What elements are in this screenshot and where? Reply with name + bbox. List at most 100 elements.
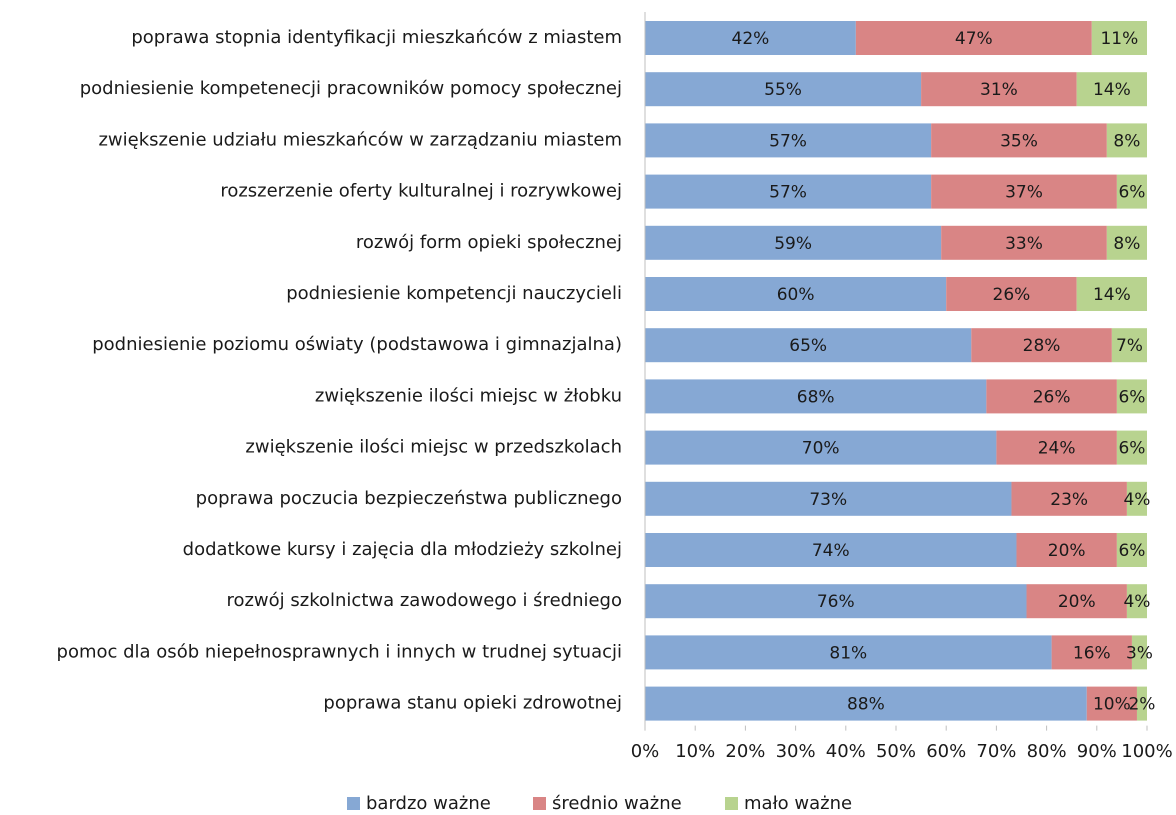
category-label: poprawa stanu opieki zdrowotnej bbox=[323, 693, 622, 714]
bar-segment bbox=[645, 379, 987, 414]
category-label: rozszerzenie oferty kulturalnej i rozryw… bbox=[220, 181, 622, 202]
bar-segment bbox=[645, 584, 1027, 619]
bar-segment bbox=[986, 379, 1117, 414]
value-label: 6% bbox=[1118, 439, 1145, 459]
bar-segment bbox=[1131, 635, 1147, 670]
value-label: 26% bbox=[1033, 387, 1071, 407]
bar-segment bbox=[1116, 430, 1147, 465]
value-label: 60% bbox=[777, 285, 815, 305]
value-label: 55% bbox=[764, 80, 802, 100]
bar-segment bbox=[645, 481, 1012, 516]
value-label: 10% bbox=[1093, 695, 1131, 715]
value-label: 31% bbox=[980, 80, 1018, 100]
bar-segment bbox=[645, 686, 1087, 721]
bar-segment bbox=[1116, 174, 1147, 209]
category-label: dodatkowe kursy i zajęcia dla młodzieży … bbox=[183, 539, 622, 560]
x-tick-label: 10% bbox=[675, 741, 715, 762]
legend-label: mało ważne bbox=[744, 793, 852, 814]
bar-segment bbox=[1076, 277, 1147, 311]
legend-label: bardzo ważne bbox=[366, 793, 491, 814]
value-label: 11% bbox=[1100, 29, 1138, 49]
category-label: poprawa poczucia bezpieczeństwa publiczn… bbox=[196, 488, 622, 509]
value-label: 7% bbox=[1116, 336, 1143, 356]
value-label: 47% bbox=[955, 29, 993, 49]
bar-segment bbox=[1016, 533, 1117, 567]
bar-segment bbox=[1026, 584, 1127, 619]
value-label: 42% bbox=[732, 29, 770, 49]
legend-swatch bbox=[725, 797, 738, 810]
value-label: 4% bbox=[1123, 592, 1150, 612]
legend-swatch bbox=[533, 797, 546, 810]
category-label: pomoc dla osób niepełnosprawnych i innyc… bbox=[57, 641, 622, 662]
category-label: podniesienie kompetencji nauczycieli bbox=[286, 283, 622, 304]
value-label: 14% bbox=[1093, 80, 1131, 100]
value-label: 68% bbox=[797, 387, 835, 407]
bar-segment bbox=[645, 123, 932, 158]
value-label: 33% bbox=[1005, 234, 1043, 254]
bar-segment bbox=[1111, 328, 1147, 363]
value-label: 6% bbox=[1118, 387, 1145, 407]
x-tick-label: 80% bbox=[1027, 741, 1067, 762]
value-label: 23% bbox=[1050, 490, 1088, 510]
bar-segment bbox=[941, 225, 1107, 260]
category-label: rozwój szkolnictwa zawodowego i średnieg… bbox=[226, 590, 622, 611]
x-tick-label: 40% bbox=[826, 741, 866, 762]
value-label: 74% bbox=[812, 541, 850, 561]
bar-segment bbox=[931, 174, 1117, 209]
category-label: zwiększenie ilości miejsc w przedszkolac… bbox=[245, 437, 622, 458]
bar-segment bbox=[1076, 72, 1147, 107]
value-label: 3% bbox=[1126, 643, 1153, 663]
value-label: 2% bbox=[1128, 695, 1155, 715]
bar-segment bbox=[645, 225, 942, 260]
x-tick-label: 30% bbox=[776, 741, 816, 762]
value-label: 70% bbox=[802, 439, 840, 459]
value-label: 73% bbox=[809, 490, 847, 510]
value-label: 76% bbox=[817, 592, 855, 612]
x-tick-label: 50% bbox=[876, 741, 916, 762]
bar-segment bbox=[1126, 584, 1147, 619]
category-label: zwiększenie udziału mieszkańców w zarząd… bbox=[98, 129, 622, 150]
bar-segment bbox=[1106, 225, 1147, 260]
category-label: zwiększenie ilości miejsc w żłobku bbox=[315, 385, 622, 406]
value-label: 6% bbox=[1118, 541, 1145, 561]
value-label: 4% bbox=[1123, 490, 1150, 510]
bar-segment bbox=[1116, 533, 1147, 567]
bar-segment bbox=[996, 430, 1117, 465]
value-label: 24% bbox=[1038, 439, 1076, 459]
value-label: 28% bbox=[1023, 336, 1061, 356]
value-label: 20% bbox=[1048, 541, 1086, 561]
category-label: podniesienie poziomu oświaty (podstawowa… bbox=[92, 334, 622, 355]
bar-segment bbox=[645, 277, 947, 311]
value-label: 16% bbox=[1073, 643, 1111, 663]
bar-segment bbox=[921, 72, 1077, 107]
bar-segment bbox=[645, 430, 997, 465]
value-label: 14% bbox=[1093, 285, 1131, 305]
value-label: 26% bbox=[993, 285, 1031, 305]
bar-segment bbox=[855, 21, 1092, 55]
value-label: 57% bbox=[769, 183, 807, 203]
value-label: 8% bbox=[1113, 131, 1140, 151]
x-tick-label: 20% bbox=[725, 741, 765, 762]
bar-segment bbox=[645, 328, 972, 363]
x-tick-label: 90% bbox=[1077, 741, 1117, 762]
bar-segment bbox=[645, 635, 1052, 670]
bar-segment bbox=[645, 533, 1017, 567]
value-label: 59% bbox=[774, 234, 812, 254]
bar-segment bbox=[946, 277, 1077, 311]
bar-segment bbox=[1116, 379, 1147, 414]
bar-segment bbox=[645, 174, 932, 209]
category-label: podniesienie kompetenecji pracowników po… bbox=[80, 78, 622, 99]
x-tick-label: 0% bbox=[631, 741, 660, 762]
value-label: 6% bbox=[1118, 183, 1145, 203]
legend-label: średnio ważne bbox=[552, 793, 682, 814]
value-label: 57% bbox=[769, 131, 807, 151]
bar-segment bbox=[1136, 686, 1147, 721]
x-tick-label: 100% bbox=[1121, 741, 1172, 762]
bar-segment bbox=[931, 123, 1107, 158]
bar-segment bbox=[971, 328, 1112, 363]
value-label: 8% bbox=[1113, 234, 1140, 254]
bar-segment bbox=[1091, 21, 1147, 55]
category-label: poprawa stopnia identyfikacji mieszkańcó… bbox=[131, 27, 622, 48]
value-label: 20% bbox=[1058, 592, 1096, 612]
